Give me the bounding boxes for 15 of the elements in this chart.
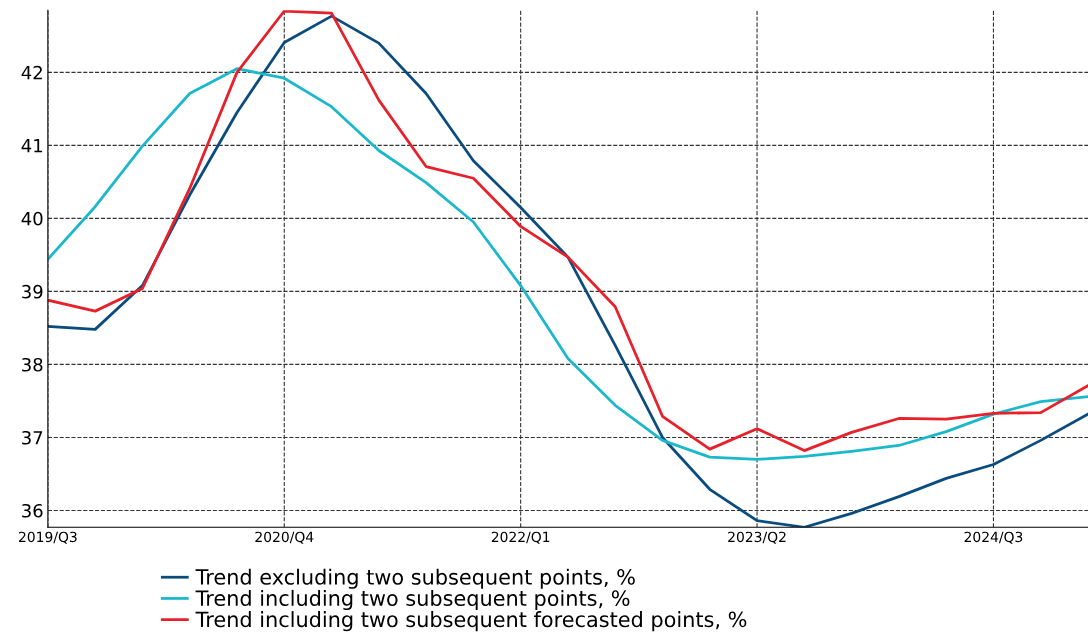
y-tick-label: 39 [22, 284, 43, 299]
x-tick-label: 2024/Q3 [964, 531, 1023, 544]
legend-label: Trend including two subsequent forecasted points, % [195, 611, 747, 632]
y-tick-label: 41 [21, 139, 43, 153]
y-tick-label: 42 [21, 65, 42, 80]
x-tick-label: 2020/Q4 [255, 531, 314, 544]
y-tick-label: 38 [22, 357, 43, 372]
y-tick-label: 40 [21, 211, 43, 226]
x-tick-label: 2019/Q3 [18, 531, 77, 544]
x-tick-label: 2022/Q1 [491, 531, 550, 544]
x-tick-label: 2023/Q2 [728, 531, 786, 544]
legend-label: Trend including two subsequent points, % [195, 589, 630, 611]
y-tick-label: 36 [22, 503, 43, 518]
legend-label: Trend excluding two subsequent points, % [195, 568, 635, 589]
y-tick-label: 37 [22, 430, 43, 445]
